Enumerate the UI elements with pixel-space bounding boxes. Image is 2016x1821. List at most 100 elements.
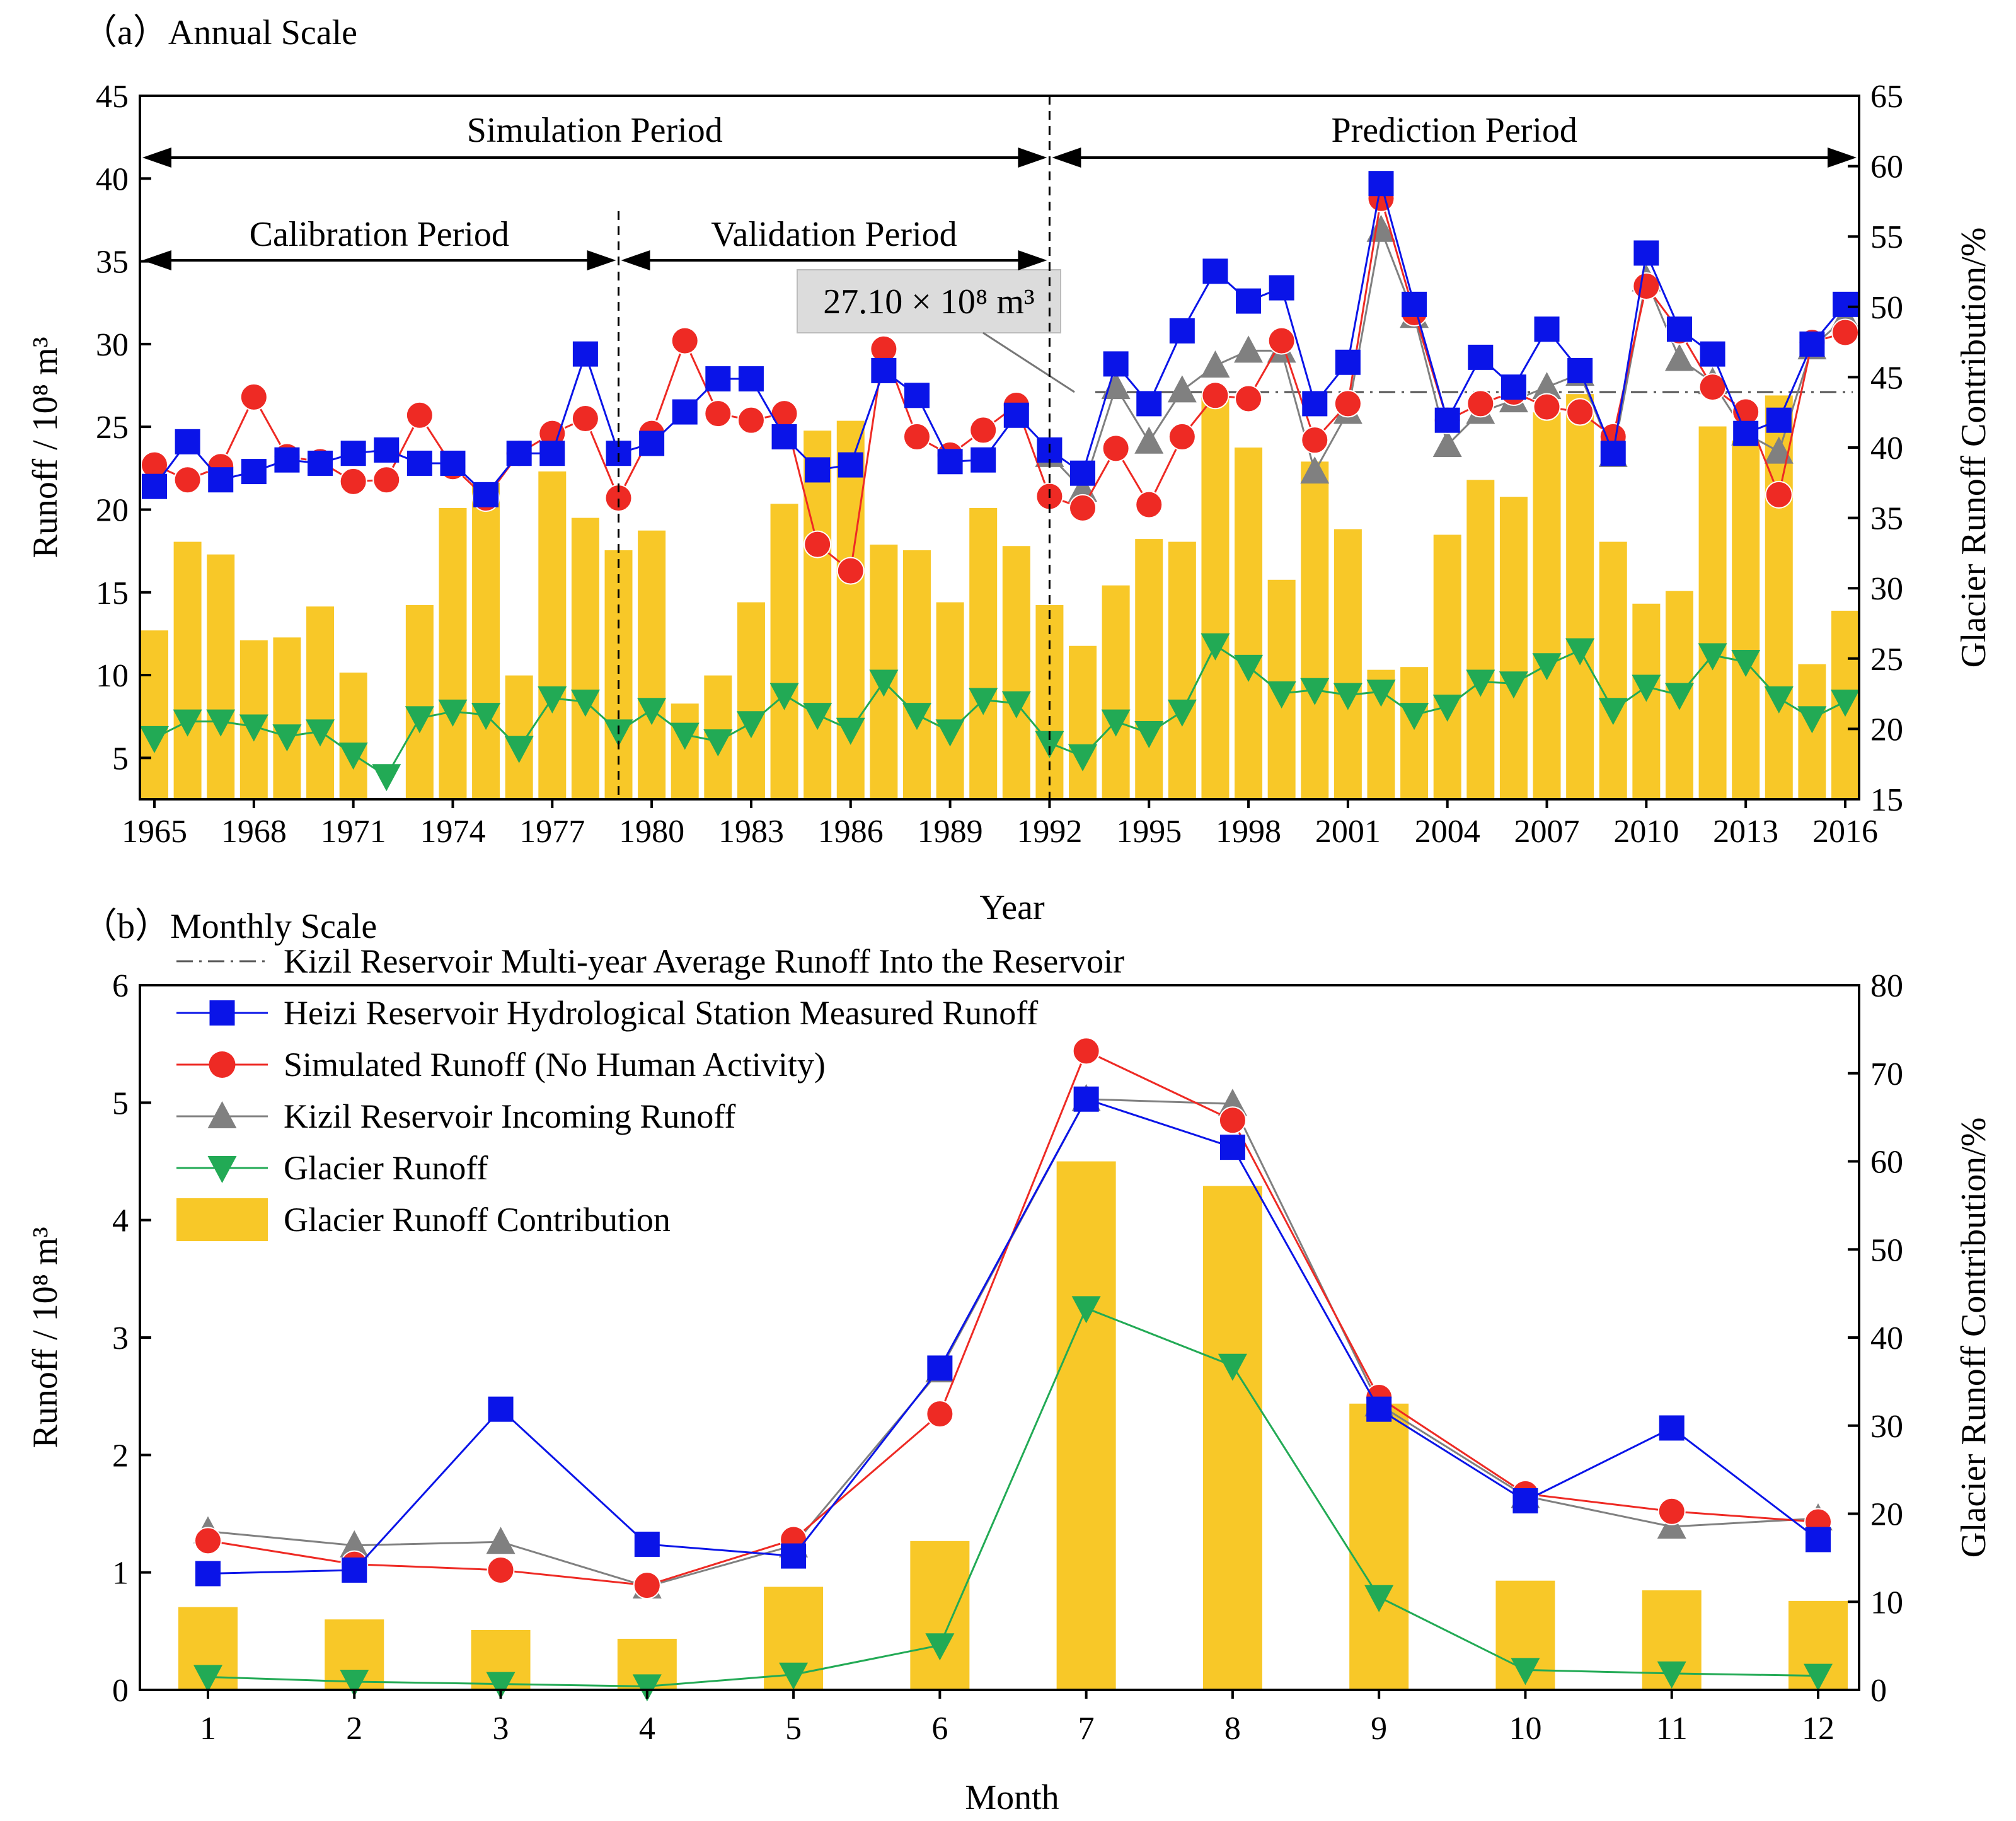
simulated-point — [969, 416, 998, 444]
contribution-bar — [1349, 1403, 1409, 1690]
simulated-point — [1201, 381, 1230, 410]
x-tick-label: 1974 — [420, 814, 485, 850]
x-tick-label: 1980 — [619, 814, 684, 850]
contribution-bar — [1069, 645, 1097, 799]
glacier-point — [1664, 683, 1694, 710]
monthly-scale-chart: （b）Monthly Scale 01234560102030405060708… — [26, 907, 1993, 1817]
x-tick-label: 1965 — [122, 814, 187, 850]
y-tick-label: 6 — [112, 968, 129, 1004]
x-tick-label: 2004 — [1415, 814, 1480, 850]
y2-tick-label: 50 — [1870, 290, 1903, 326]
simulated-point — [1566, 398, 1594, 426]
measured-point — [342, 1557, 367, 1583]
measured-point — [1659, 1415, 1685, 1441]
x-tick-label: 2 — [346, 1711, 362, 1747]
annual-axes: 5 10 15 20 25 30 35 40 45 15 20 25 30 35 40 45 50 55 60 65 1… — [96, 79, 1903, 850]
glacier-line — [154, 644, 1846, 778]
glacier-point — [173, 709, 202, 737]
measured-point — [705, 366, 731, 392]
glacier-point — [193, 1665, 222, 1692]
y-tick-label: 15 — [96, 575, 129, 611]
glacier-point — [925, 1633, 955, 1661]
x-tick-label: 2013 — [1713, 814, 1778, 850]
contribution-bar — [1333, 529, 1362, 799]
measured-point — [1600, 441, 1626, 466]
y2-tick-label: 30 — [1870, 1409, 1903, 1445]
contribution-bar — [273, 637, 301, 799]
measured-point — [1833, 291, 1858, 317]
measured-point — [1073, 1086, 1099, 1112]
measured-point — [473, 482, 499, 507]
glacier-point — [769, 683, 799, 710]
glacier-point — [1797, 706, 1827, 734]
y-tick-label: 40 — [96, 161, 129, 197]
x-tick-label: 1989 — [918, 814, 983, 850]
simulated-point — [704, 400, 732, 428]
annual-x-axis-label: Year — [979, 888, 1045, 927]
contribution-bar — [1056, 1161, 1116, 1690]
glacier-point — [803, 703, 832, 731]
contribution-bar — [306, 606, 335, 799]
glacier-point — [637, 698, 667, 726]
y2-tick-label: 25 — [1870, 642, 1903, 678]
y-tick-label: 45 — [96, 79, 129, 115]
measured-point — [1666, 316, 1692, 342]
contribution-bar — [1400, 667, 1429, 799]
y-tick-label: 0 — [112, 1673, 129, 1709]
glacier-point — [1364, 1585, 1394, 1612]
x-tick-label: 6 — [931, 1711, 948, 1747]
glacier-point — [538, 686, 567, 714]
measured-point — [1219, 1135, 1245, 1160]
glacier-point — [1532, 653, 1562, 681]
contribution-bar — [1499, 497, 1528, 799]
measured-point — [937, 449, 963, 475]
simulated-point — [1235, 384, 1263, 413]
measured-point — [1366, 1396, 1392, 1422]
measured-point — [406, 450, 432, 476]
legend-label: Kizil Reservoir Incoming Runoff — [284, 1097, 735, 1135]
measured-point — [1236, 288, 1262, 314]
measured-point — [1468, 344, 1494, 370]
simulated-point — [1267, 327, 1296, 355]
simulated-point — [1168, 422, 1196, 451]
incoming-point — [1432, 430, 1462, 458]
simulated-point — [239, 383, 268, 411]
y-tick-label: 2 — [112, 1438, 129, 1474]
y2-tick-label: 20 — [1870, 712, 1903, 748]
glacier-point — [140, 726, 169, 753]
simulated-point — [405, 401, 434, 429]
measured-line — [207, 1097, 1819, 1575]
period-label: Simulation Period — [467, 111, 723, 150]
contribution-bar — [1433, 535, 1461, 799]
measured-point — [195, 1561, 221, 1587]
glacier-point — [1101, 709, 1131, 737]
measured-point — [1806, 1527, 1831, 1552]
legend-label: Simulated Runoff (No Human Activity) — [284, 1046, 826, 1084]
measured-point — [1103, 351, 1129, 377]
measured-point — [1434, 407, 1460, 433]
y2-tick-label: 60 — [1870, 1145, 1903, 1181]
contribution-bar — [339, 673, 367, 799]
measured-point — [572, 341, 598, 367]
x-tick-label: 1983 — [718, 814, 784, 850]
glacier-point — [1511, 1658, 1540, 1685]
legend: Kizil Reservoir Multi-year Average Runof… — [176, 942, 1124, 1241]
measured-point — [142, 473, 167, 499]
legend-label: Glacier Runoff — [284, 1149, 488, 1187]
legend-label: Glacier Runoff Contribution — [284, 1201, 671, 1239]
incoming-point — [340, 1530, 369, 1558]
period-arrow — [1052, 147, 1857, 168]
glacier-point — [836, 717, 865, 745]
glacier-point — [1366, 679, 1396, 707]
y-tick-label: 5 — [112, 741, 129, 777]
y2-tick-label: 20 — [1870, 1497, 1903, 1533]
average-label-leader — [982, 332, 1075, 393]
y2-tick-label: 60 — [1870, 149, 1903, 185]
y2-tick-label: 50 — [1870, 1232, 1903, 1268]
measured-point — [738, 366, 764, 392]
x-tick-label: 1971 — [321, 814, 386, 850]
simulated-point — [633, 1571, 661, 1600]
measured-point — [1368, 171, 1394, 197]
glacier-line — [207, 1307, 1819, 1687]
